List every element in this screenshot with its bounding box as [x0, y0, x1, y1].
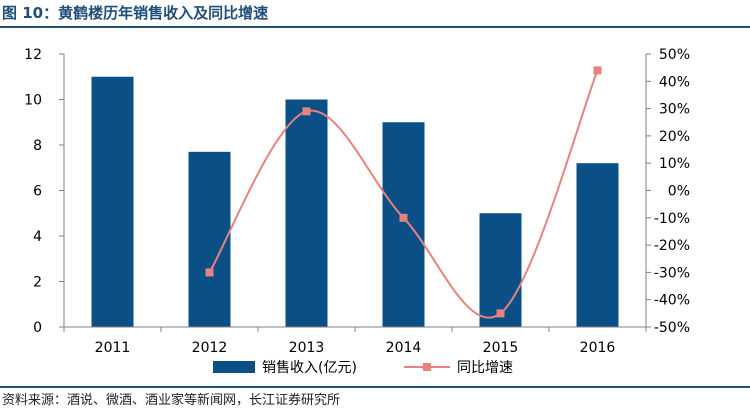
- bar-series: [91, 76, 619, 327]
- growth-point-2014: [399, 213, 408, 222]
- growth-point-2012: [205, 268, 214, 277]
- y-right-tick-label: 30%: [659, 102, 690, 118]
- y-left-tick-label: 12: [24, 47, 42, 63]
- title-divider: [0, 26, 750, 28]
- bar-2014: [382, 122, 425, 327]
- y-right-tick-label: -20%: [654, 238, 690, 254]
- x-tick-label: 2016: [580, 340, 616, 356]
- x-tick-label: 2015: [483, 340, 519, 356]
- x-tick-label: 2011: [95, 340, 131, 356]
- source-note: 资料来源：酒说、微酒、酒业家等新闻网，长江证券研究所: [2, 393, 341, 408]
- legend-marker-growth: [423, 363, 431, 371]
- y-left-tick-label: 8: [33, 138, 42, 154]
- bar-2016: [576, 163, 619, 327]
- y-right-tick-label: -30%: [654, 265, 690, 281]
- legend: 销售收入(亿元) 同比增速: [213, 360, 513, 376]
- legend-label-revenue: 销售收入(亿元): [262, 360, 357, 376]
- growth-point-2016: [593, 66, 602, 75]
- bar-2012: [188, 151, 231, 327]
- chart-title: 图 10：黄鹤楼历年销售收入及同比增速: [2, 4, 269, 22]
- y-right-tick-label: 20%: [659, 129, 690, 145]
- y-left-tick-label: 2: [33, 275, 42, 291]
- growth-point-2015: [496, 309, 505, 318]
- growth-point-2013: [302, 107, 311, 116]
- chart: 0 2 4 6 8 10 12 -50% -40% -30% -20% -10% 0% 10% 20% 30%…: [24, 47, 690, 376]
- bar-2013: [285, 99, 328, 327]
- growth-line: [208, 70, 599, 319]
- axes: 0 2 4 6 8 10 12 -50% -40% -30% -20% -10% 0% 10% 20% 30%…: [24, 47, 690, 356]
- bar-2011: [91, 76, 134, 327]
- bar-2015: [479, 213, 522, 327]
- y-right-tick-label: 10%: [659, 156, 690, 172]
- line-series: [205, 66, 602, 319]
- footer-divider: [0, 386, 750, 388]
- legend-swatch-revenue: [213, 361, 255, 373]
- x-tick-label: 2013: [289, 340, 325, 356]
- y-right-tick-label: 0%: [668, 184, 690, 200]
- y-left-tick-label: 10: [24, 93, 42, 109]
- x-tick-label: 2014: [386, 340, 422, 356]
- y-right-tick-label: 50%: [659, 47, 690, 63]
- y-right-tick-label: -40%: [654, 293, 690, 309]
- y-left-tick-label: 0: [33, 320, 42, 336]
- y-right-tick-label: -10%: [654, 211, 690, 227]
- legend-label-growth: 同比增速: [457, 360, 513, 376]
- y-left-tick-label: 4: [33, 229, 42, 245]
- y-left-tick-label: 6: [33, 184, 42, 200]
- x-tick-label: 2012: [192, 340, 228, 356]
- y-right-tick-label: -50%: [654, 320, 690, 336]
- y-right-tick-label: 40%: [659, 74, 690, 90]
